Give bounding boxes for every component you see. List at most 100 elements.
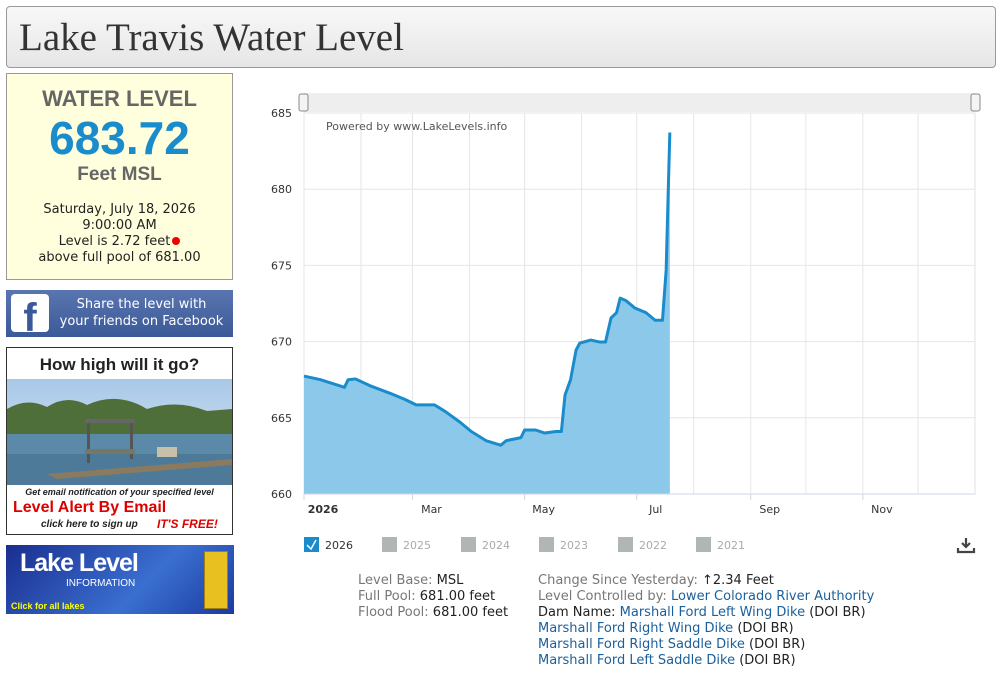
- detail-row: Level Controlled by: Lower Colorado Rive…: [538, 589, 998, 605]
- legend-checkbox: [696, 537, 711, 552]
- y-tick-label: 660: [271, 488, 292, 501]
- legend-label: 2022: [639, 539, 667, 552]
- dam-row: Marshall Ford Right Saddle Dike (DOI BR): [538, 637, 998, 653]
- legend-label: 2024: [482, 539, 510, 552]
- dam-link[interactable]: Marshall Ford Left Wing Dike: [619, 605, 806, 620]
- above-line: above full pool of 681.00: [38, 250, 201, 265]
- y-tick-label: 665: [271, 412, 292, 425]
- share-text: Share the level with your friends on Face…: [54, 296, 229, 330]
- detail-row: Level Base: MSL: [358, 573, 528, 589]
- legend-checkbox: [461, 537, 476, 552]
- dam-row: Dam Name: Marshall Ford Left Wing Dike (…: [538, 605, 998, 621]
- legend-label: 2021: [717, 539, 745, 552]
- x-tick-label: Jul: [648, 503, 662, 516]
- ad-headline: Level Alert By Email: [13, 499, 167, 516]
- detail-label: Level Controlled by:: [538, 589, 667, 604]
- ad-cta: click here to sign up: [41, 519, 138, 530]
- x-tick-label: Sep: [759, 503, 780, 516]
- time: 9:00:00 AM: [82, 218, 157, 233]
- details-left: Level Base: MSL Full Pool: 681.00 feet Flo…: [358, 573, 528, 621]
- alert-ad[interactable]: How high will it go? Get email notificat…: [6, 347, 233, 535]
- detail-row: Full Pool: 681.00 feet: [358, 589, 528, 605]
- legend-checkbox: [304, 537, 319, 552]
- ad-free: IT'S FREE!: [157, 517, 218, 531]
- dam-link[interactable]: Marshall Ford Right Saddle Dike: [538, 637, 745, 652]
- lake-photo: [7, 379, 232, 485]
- legend-item[interactable]: 2025: [382, 537, 431, 552]
- legend-item[interactable]: 2021: [696, 537, 745, 552]
- legend-checkbox: [539, 537, 554, 552]
- dam-agency: (DOI BR): [749, 637, 806, 652]
- dam-row: Marshall Ford Left Saddle Dike (DOI BR): [538, 653, 998, 669]
- legend-checkbox: [618, 537, 633, 552]
- facebook-icon: f: [11, 294, 49, 332]
- ruler-graphic: [204, 551, 228, 609]
- x-tick-label: May: [532, 503, 555, 516]
- level-line: Level is 2.72 feet: [7, 234, 232, 250]
- navigator[interactable]: [304, 93, 975, 112]
- credit: Powered by www.LakeLevels.info: [326, 120, 508, 133]
- detail-label: Change Since Yesterday:: [538, 573, 698, 588]
- status-dot: [172, 237, 181, 245]
- legend-checkbox: [382, 537, 397, 552]
- heading: WATER LEVEL: [42, 86, 197, 111]
- download-icon: [956, 538, 976, 554]
- detail-row: Flood Pool: 681.00 feet: [358, 605, 528, 621]
- y-tick-label: 670: [271, 336, 292, 349]
- share-line: Share the level with: [76, 297, 207, 312]
- detail-value: 681.00 feet: [419, 589, 496, 604]
- detail-value: ↑2.34 Feet: [701, 573, 774, 588]
- dam-agency: (DOI BR): [739, 653, 796, 668]
- authority-link[interactable]: Lower Colorado River Authority: [670, 589, 875, 604]
- page-title: Lake Travis Water Level: [19, 16, 404, 59]
- legend-label: 2026: [325, 539, 353, 552]
- dam-agency: (DOI BR): [809, 605, 866, 620]
- share-line: your friends on Facebook: [59, 314, 224, 329]
- dam-row: Marshall Ford Right Wing Dike (DOI BR): [538, 621, 998, 637]
- legend-label: 2023: [560, 539, 588, 552]
- x-tick-label: Mar: [421, 503, 442, 516]
- legend-item[interactable]: 2024: [461, 537, 510, 552]
- detail-label: Full Pool:: [358, 589, 416, 604]
- banner-cta: Click for all lakes: [11, 601, 85, 611]
- details-right: Change Since Yesterday: ↑2.34 Feet Level …: [538, 573, 998, 669]
- banner-subtitle: INFORMATION: [66, 578, 136, 589]
- detail-label: Dam Name:: [538, 605, 616, 620]
- info-banner[interactable]: Lake Level INFORMATION Click for all lak…: [6, 545, 234, 614]
- detail-label: Flood Pool:: [358, 605, 429, 620]
- x-tick-label: 2026: [308, 503, 339, 516]
- legend-check: [306, 539, 317, 551]
- level-value: 683.72: [49, 112, 190, 164]
- banner-title: Lake Level: [20, 549, 139, 577]
- navigator-handle[interactable]: [298, 93, 309, 112]
- legend-item[interactable]: 2023: [539, 537, 588, 552]
- detail-row: Change Since Yesterday: ↑2.34 Feet: [538, 573, 998, 589]
- unit: Feet MSL: [77, 164, 162, 185]
- download-button[interactable]: [956, 537, 976, 554]
- dam-link[interactable]: Marshall Ford Right Wing Dike: [538, 621, 734, 636]
- detail-value: MSL: [436, 573, 464, 588]
- legend-item[interactable]: 2026: [304, 537, 353, 552]
- water-level-box: WATER LEVEL 683.72 Feet MSL Saturday, Ju…: [6, 73, 233, 280]
- y-tick-label: 675: [271, 259, 292, 272]
- date: Saturday, July 18, 2026: [43, 202, 196, 217]
- legend-item[interactable]: 2022: [618, 537, 667, 552]
- area: [304, 132, 670, 494]
- detail-value: 681.00 feet: [432, 605, 509, 620]
- ad-note: Get email notification of your specified…: [25, 487, 214, 497]
- level-text: Level is 2.72 feet: [58, 234, 171, 249]
- navigator-handle[interactable]: [970, 93, 981, 112]
- y-tick-label: 685: [271, 107, 292, 120]
- dam-link[interactable]: Marshall Ford Left Saddle Dike: [538, 653, 736, 668]
- facebook-share[interactable]: f Share the level with your friends on Fa…: [6, 290, 233, 337]
- detail-label: Level Base:: [358, 573, 433, 588]
- y-tick-label: 680: [271, 183, 292, 196]
- chart-group: 660 665 670 675 680 685 2026 Mar May Jul Sep Nov Pow…: [271, 93, 981, 554]
- ad-title: How high will it go?: [39, 355, 200, 374]
- x-tick-label: Nov: [871, 503, 893, 516]
- dam-agency: (DOI BR): [737, 621, 794, 636]
- legend-label: 2025: [403, 539, 431, 552]
- line: [303, 132, 672, 447]
